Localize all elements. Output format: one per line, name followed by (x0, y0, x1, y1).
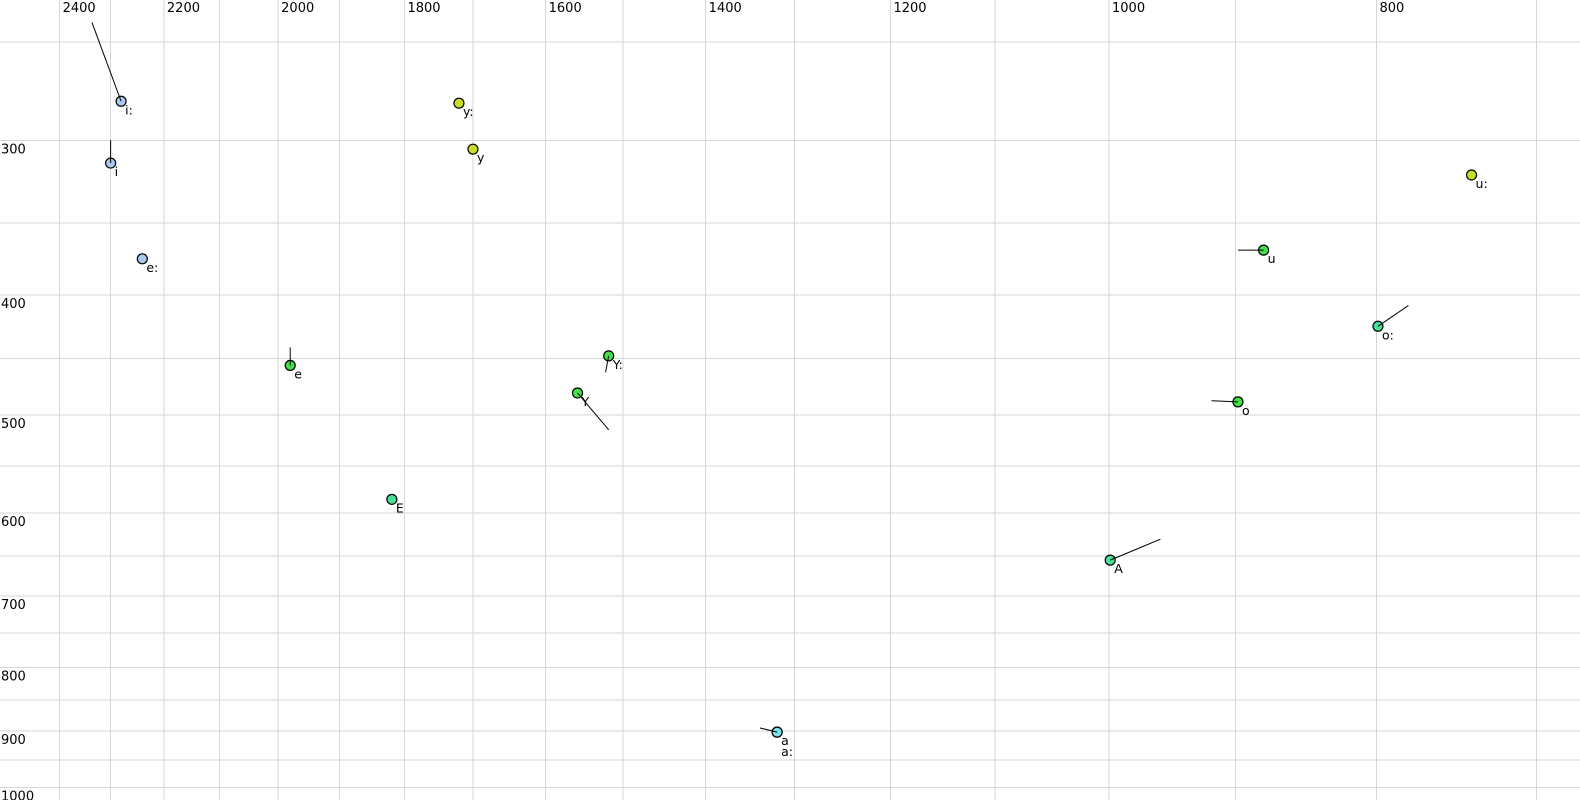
y-axis-tick-label: 600 (1, 515, 26, 530)
formant-tail-line (1211, 400, 1238, 403)
vowel-marker[interactable] (453, 97, 465, 109)
y-axis-tick-label: 900 (1, 733, 26, 748)
x-axis-tick-label: 1000 (1112, 1, 1145, 16)
formant-tail-line (759, 727, 778, 733)
vowel-point-Y:[interactable]: Y: (603, 350, 623, 373)
vowel-label: o (1242, 403, 1250, 418)
y-axis-tick-label: 1000 (1, 790, 34, 800)
x-axis-tick-label: 1600 (549, 1, 582, 16)
vowel-label: i: (125, 102, 133, 117)
vowel-point-y:[interactable]: y: (453, 97, 474, 119)
vowel-point-e:[interactable]: e: (136, 253, 158, 275)
vowel-label: Y (581, 394, 590, 409)
vowel-point-A[interactable]: A (1104, 538, 1161, 576)
x-axis-tick-label: 2400 (63, 1, 96, 16)
x-axis-tick-label: 1800 (407, 1, 440, 16)
formant-tail-line (1110, 538, 1161, 561)
vowel-label: a: (781, 744, 793, 759)
vowel-point-u:[interactable]: u: (1465, 169, 1488, 191)
vowel-point-e[interactable]: e (284, 347, 302, 381)
vowel-point-o[interactable]: o (1211, 396, 1250, 418)
x-axis-tick-label: 1200 (893, 1, 926, 16)
vowel-label: E (396, 500, 404, 515)
vowel-marker[interactable] (386, 493, 398, 505)
vowel-label: A (1114, 561, 1123, 576)
vowel-label: i (115, 164, 118, 179)
vowel-label: e (294, 366, 302, 381)
vowel-point-Y[interactable]: Y (571, 387, 610, 431)
vowel-point-i[interactable]: i (105, 140, 118, 179)
formant-tail-line (605, 355, 610, 373)
vowel-label: a (781, 733, 789, 748)
x-axis-tick-label: 2200 (167, 1, 200, 16)
vowel-point-y[interactable]: y (467, 143, 485, 165)
y-axis-tick-label: 700 (1, 598, 26, 613)
vowel-point-a:[interactable]: a: (759, 726, 793, 759)
x-axis-tick-label: 2000 (281, 1, 314, 16)
vowel-label: Y: (612, 357, 623, 372)
y-axis-tick-label: 800 (1, 670, 26, 685)
y-axis-tick-label: 400 (1, 297, 26, 312)
vowel-label: o: (1382, 327, 1394, 342)
formant-tail-line (91, 22, 122, 102)
vowel-marker[interactable] (467, 143, 479, 155)
vowel-point-i:[interactable]: i: (91, 22, 133, 118)
vowel-point-E[interactable]: E (386, 493, 404, 515)
y-axis-tick-label: 300 (1, 142, 26, 157)
vowel-label: e: (146, 260, 158, 275)
vowel-point-o:[interactable]: o: (1372, 305, 1409, 343)
vowel-label: y (477, 150, 485, 165)
vowel-label: u: (1476, 176, 1488, 191)
x-axis-tick-label: 800 (1379, 1, 1404, 16)
x-axis-tick-label: 1400 (709, 1, 742, 16)
vowel-label: y: (463, 104, 474, 119)
formant-tail-line (577, 392, 610, 431)
vowel-point-u[interactable]: u (1237, 244, 1276, 266)
vowel-marker[interactable] (136, 253, 148, 265)
vowel-marker[interactable] (1465, 169, 1478, 181)
vowel-label: u (1268, 251, 1276, 266)
y-axis-tick-label: 500 (1, 417, 26, 432)
formant-tail-line (1377, 305, 1409, 327)
